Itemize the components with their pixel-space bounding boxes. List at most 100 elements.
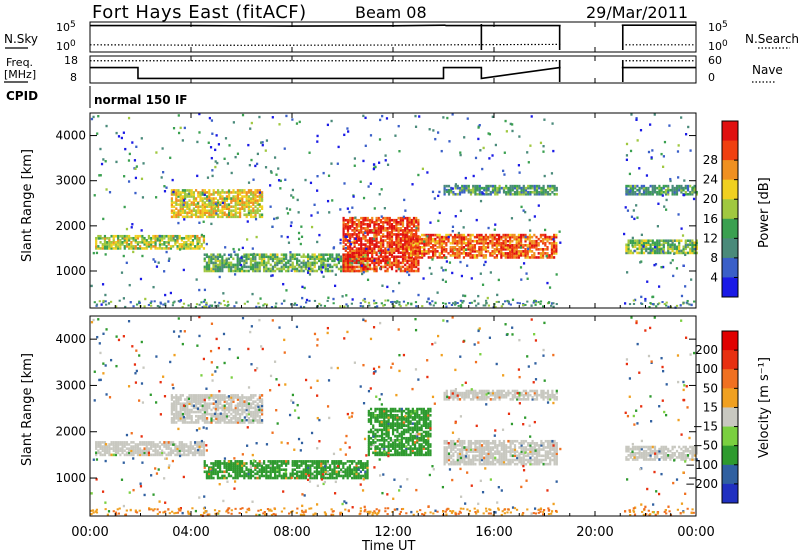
range-gate-cell: [128, 180, 130, 182]
range-gate-cell: [267, 470, 269, 473]
color-scale-swatch: [722, 141, 738, 161]
range-gate-cell: [549, 286, 551, 288]
range-gate-cell: [171, 216, 173, 219]
color-scale-swatch: [722, 238, 738, 258]
range-gate-cell: [303, 270, 305, 273]
range-gate-cell: [232, 189, 234, 192]
range-gate-cell: [265, 262, 267, 265]
range-gate-cell: [173, 209, 175, 212]
range-gate-cell: [384, 227, 386, 230]
range-gate-cell: [170, 441, 172, 444]
range-gate-cell: [269, 184, 271, 186]
range-gate-cell: [532, 191, 534, 194]
range-gate-cell: [276, 268, 278, 271]
range-gate-cell: [217, 189, 219, 192]
range-gate-cell: [304, 287, 306, 289]
range-gate-cell: [419, 256, 421, 259]
range-gate-cell: [684, 254, 686, 256]
range-gate-cell: [328, 175, 330, 177]
range-gate-cell: [265, 149, 267, 151]
range-gate-cell: [358, 229, 360, 232]
range-gate-cell: [488, 193, 490, 196]
range-gate-cell: [194, 235, 196, 238]
range-gate-cell: [279, 187, 281, 189]
range-gate-cell: [186, 201, 188, 204]
range-gate-cell: [484, 261, 486, 263]
range-gate-cell: [215, 255, 217, 258]
range-gate-cell: [232, 205, 234, 208]
range-gate-cell: [281, 460, 283, 463]
range-gate-cell: [338, 146, 340, 148]
power-scale-tick-label: 8: [710, 251, 718, 265]
range-gate-cell: [134, 168, 136, 170]
range-gate-cell: [689, 248, 691, 251]
range-gate-cell: [531, 236, 533, 239]
range-gate-cell: [289, 264, 291, 267]
power-scale-tick-label: 28: [703, 153, 718, 167]
range-gate-cell: [136, 165, 138, 167]
range-gate-cell: [243, 189, 245, 192]
range-gate-cell: [221, 205, 223, 208]
range-gate-cell: [203, 235, 205, 238]
range-gate-cell: [261, 191, 263, 194]
range-gate-cell: [267, 464, 269, 467]
range-gate-cell: [97, 235, 99, 238]
range-gate-cell: [365, 266, 367, 269]
range-gate-cell: [533, 252, 535, 255]
range-gate-cell: [413, 229, 415, 232]
range-gate-cell: [331, 270, 333, 273]
range-gate-cell: [109, 191, 111, 193]
range-gate-cell: [446, 260, 448, 262]
range-gate-cell: [629, 191, 631, 193]
range-gate-cell: [294, 468, 296, 471]
range-gate-cell: [118, 135, 120, 137]
range-gate-cell: [177, 396, 179, 399]
range-gate-cell: [256, 253, 258, 256]
range-gate-cell: [99, 441, 101, 444]
range-gate-cell: [387, 262, 389, 264]
range-gate-cell: [188, 193, 190, 195]
range-gate-cell: [687, 126, 689, 128]
range-gate-cell: [387, 217, 389, 220]
range-gate-cell: [159, 452, 161, 455]
range-gate-cell: [403, 216, 405, 218]
range-gate-cell: [667, 306, 669, 308]
range-gate-cell: [177, 209, 179, 212]
range-gate-cell: [128, 117, 130, 119]
range-gate-cell: [331, 253, 333, 256]
range-gate-cell: [522, 304, 524, 306]
range-gate-cell: [202, 394, 204, 397]
range-gate-cell: [102, 454, 104, 457]
range-gate-cell: [177, 189, 179, 192]
range-gate-cell: [686, 302, 688, 304]
range-gate-cell: [143, 441, 145, 444]
range-gate-cell: [421, 246, 423, 249]
range-gate-cell: [337, 163, 339, 165]
range-gate-cell: [632, 185, 634, 188]
range-gate-cell: [211, 175, 213, 177]
range-gate-cell: [415, 270, 417, 273]
range-gate-cell: [224, 197, 226, 200]
range-gate-cell: [199, 415, 201, 418]
range-gate-cell: [148, 441, 150, 444]
range-gate-cell: [465, 236, 467, 239]
range-gate-cell: [391, 219, 393, 222]
range-gate-cell: [113, 454, 115, 457]
range-gate-cell: [445, 269, 447, 271]
range-gate-cell: [124, 441, 126, 444]
range-gate-cell: [351, 266, 353, 269]
range-gate-cell: [384, 239, 386, 242]
range-gate-cell: [318, 234, 320, 236]
range-gate-cell: [252, 394, 254, 397]
range-gate-cell: [208, 142, 210, 144]
range-gate-cell: [680, 239, 682, 242]
range-gate-cell: [252, 400, 254, 403]
range-gate-cell: [676, 239, 678, 242]
range-gate-cell: [198, 441, 200, 444]
range-gate-cell: [511, 217, 513, 219]
range-gate-cell: [139, 447, 141, 450]
range-gate-cell: [365, 145, 367, 147]
range-gate-cell: [243, 409, 245, 412]
range-gate-cell: [105, 188, 107, 190]
range-gate-cell: [400, 266, 402, 269]
